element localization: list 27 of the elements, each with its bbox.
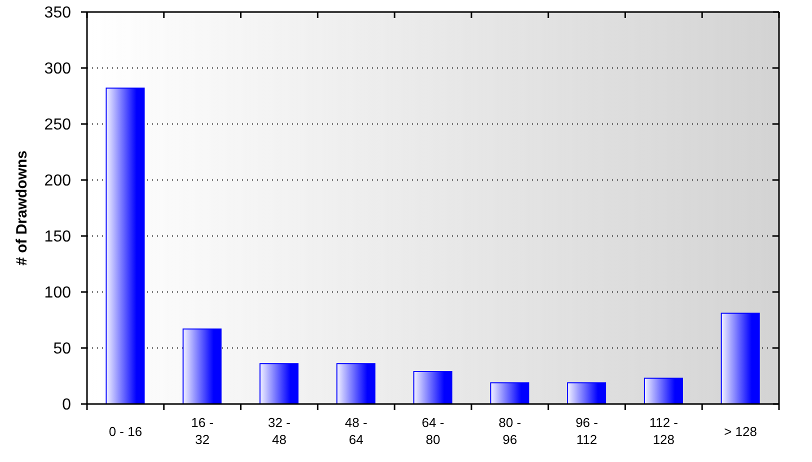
bar <box>644 378 683 404</box>
bar <box>720 312 760 404</box>
y-tick-label: 300 <box>44 60 72 78</box>
bar <box>182 328 222 404</box>
x-tick-label: > 128 <box>724 424 758 439</box>
bar <box>106 88 145 404</box>
bar <box>567 382 606 404</box>
bar <box>413 371 452 404</box>
y-tick-label: 200 <box>44 172 72 190</box>
y-tick-label: 100 <box>44 284 72 302</box>
x-tick-label: 96 - 112 <box>576 415 598 447</box>
y-axis-title: # of Drawdowns <box>14 150 30 266</box>
bar <box>260 363 298 404</box>
x-tick-label: 0 - 16 <box>108 424 142 439</box>
bar <box>336 363 376 404</box>
x-tick-label: 16 - 32 <box>191 415 214 447</box>
y-tick-label: 0 <box>62 396 72 414</box>
y-tick-label: 150 <box>44 228 72 246</box>
bar <box>490 382 530 404</box>
x-tick-label: 32 - 48 <box>268 415 290 447</box>
x-tick-label: 112 - 128 <box>649 415 678 447</box>
x-tick-label: 48 - 64 <box>344 415 368 447</box>
x-tick-label: 64 - 80 <box>422 415 444 447</box>
y-tick-label: 350 <box>44 4 72 22</box>
y-tick-label: 50 <box>53 340 72 358</box>
y-tick-label: 250 <box>44 116 72 134</box>
x-tick-label: 80 - 96 <box>498 415 522 447</box>
